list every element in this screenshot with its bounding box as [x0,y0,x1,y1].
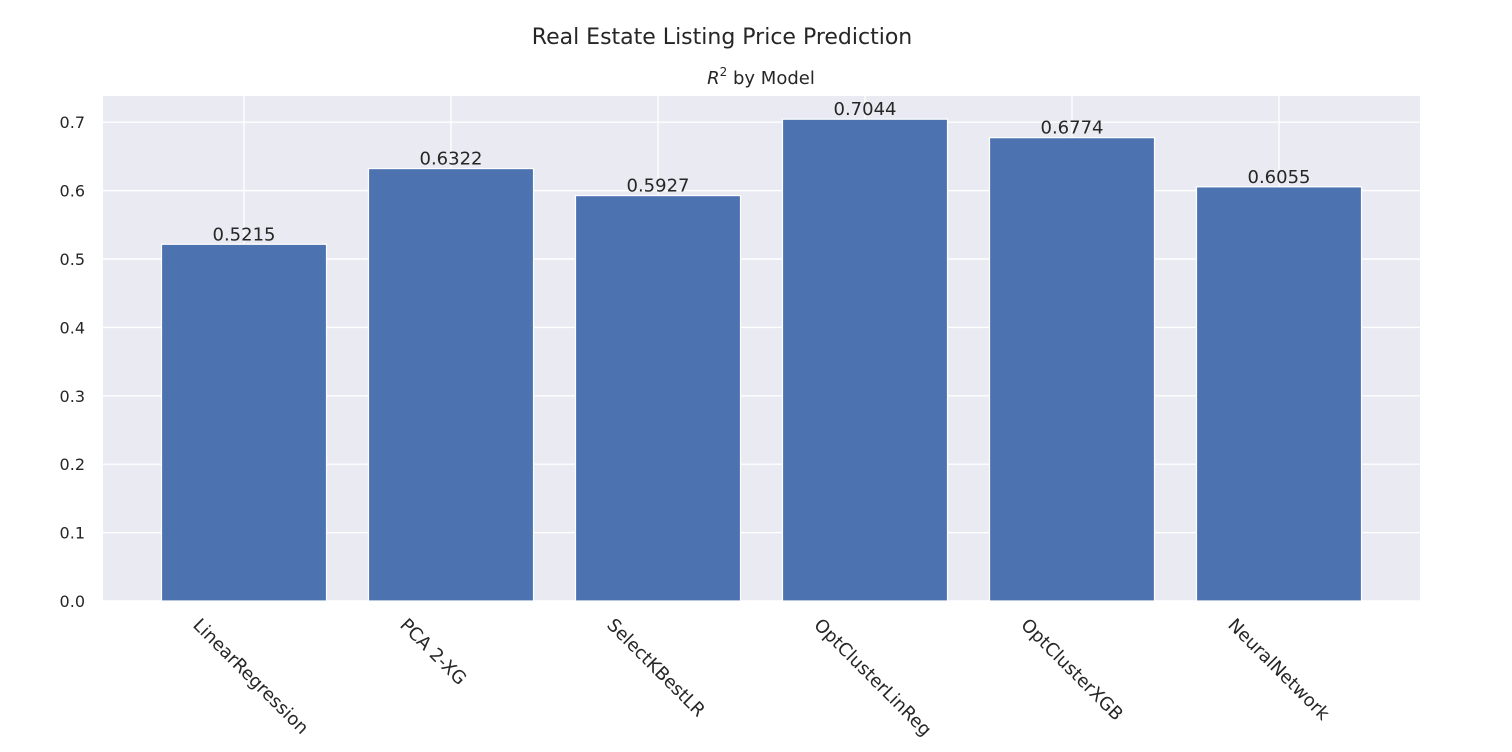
bar [574,194,742,602]
y-tick-label: 0.2 [60,455,85,474]
data-label: 0.7044 [834,99,897,120]
data-label: 0.5927 [627,176,690,197]
bar [1195,186,1363,602]
x-tick-label: OptClusterLinReg [809,615,935,741]
y-tick-label: 0.4 [60,318,85,337]
y-tick-label: 0.1 [60,524,85,543]
data-label: 0.5215 [213,224,276,245]
subtitle-suffix: by Model [727,68,815,89]
y-tick-label: 0.6 [60,182,85,201]
bar [367,167,535,602]
chart-title: Real Estate Listing Price Prediction [532,25,912,50]
y-tick-label: 0.7 [60,113,85,132]
bar [160,243,328,602]
data-label: 0.6322 [420,149,483,170]
data-label: 0.6055 [1248,167,1311,188]
y-tick-label: 0.0 [60,592,85,611]
x-tick-label: OptClusterXGB [1016,615,1126,725]
y-tick-label: 0.5 [60,250,85,269]
bar [781,118,949,602]
subtitle-r: R [707,68,720,89]
bar [988,137,1156,602]
chart-subtitle: R2 by Model [707,65,815,89]
plot-area: 0.0 0.1 0.2 0.3 0.4 0.5 0.6 0.7 0.5215 LinearRegr… [60,96,1420,741]
subtitle-superscript: 2 [720,65,728,79]
x-tick-label: LinearRegression [188,615,312,739]
data-label: 0.6774 [1041,118,1104,139]
x-tick-label: NeuralNetwork [1223,615,1333,725]
x-tick-label: SelectKBestLR [602,615,709,722]
x-tick-label: PCA 2-XG [395,615,470,690]
y-tick-label: 0.3 [60,387,85,406]
